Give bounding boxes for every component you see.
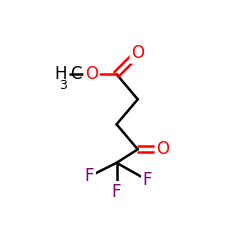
Text: 3: 3 <box>59 79 66 92</box>
Text: F: F <box>112 183 121 201</box>
Text: F: F <box>85 167 94 185</box>
Text: O: O <box>131 44 144 62</box>
Text: O: O <box>156 140 169 158</box>
Text: O: O <box>85 65 98 83</box>
Text: C: C <box>70 65 82 83</box>
Text: H: H <box>54 65 66 83</box>
Text: F: F <box>142 171 152 189</box>
